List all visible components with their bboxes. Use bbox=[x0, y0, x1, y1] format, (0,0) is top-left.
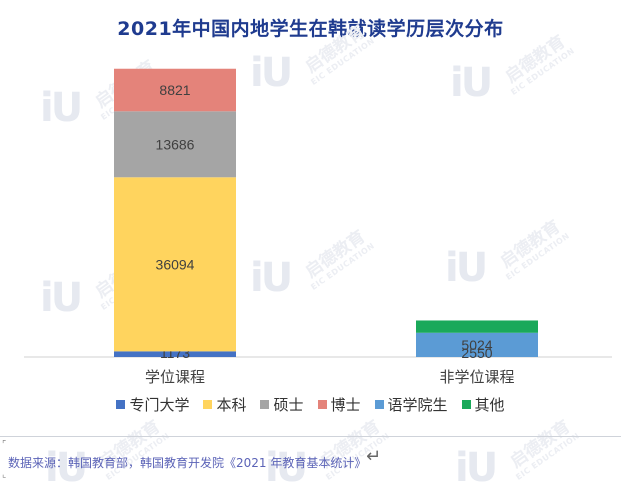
data-label-0-1: 36094 bbox=[156, 256, 195, 272]
legend-label: 博士 bbox=[330, 396, 361, 414]
legend-label: 语学院生 bbox=[387, 396, 448, 414]
legend-item-3: 博士 bbox=[317, 394, 361, 415]
bar-segment-1-4 bbox=[416, 332, 538, 357]
legend-label: 其他 bbox=[474, 396, 505, 414]
legend-swatch bbox=[374, 400, 384, 409]
legend-item-2: 硕士 bbox=[260, 394, 304, 415]
watermark-logo: iU bbox=[265, 445, 308, 491]
watermark-logo: iU bbox=[45, 445, 88, 491]
chart-title: 2021年中国内地学生在韩就读学历层次分布 bbox=[117, 18, 504, 40]
legend-item-1: 本科 bbox=[203, 394, 246, 415]
data-label-0-3: 8821 bbox=[159, 82, 190, 98]
legend-swatch bbox=[461, 400, 471, 409]
watermark-logo: iU bbox=[40, 85, 83, 131]
legend-swatch bbox=[116, 400, 126, 409]
legend-swatch bbox=[317, 400, 327, 409]
bar-segment-0-3 bbox=[114, 68, 236, 112]
watermark-logo: iU bbox=[455, 445, 498, 491]
corner-mark-top: ⌜ bbox=[2, 440, 7, 450]
legend-swatch bbox=[203, 400, 213, 409]
watermark-logo: iU bbox=[445, 245, 488, 291]
corner-mark-bottom: ⌞ bbox=[2, 470, 7, 480]
legend-label: 本科 bbox=[216, 396, 247, 414]
bar-segment-0-0 bbox=[114, 351, 236, 357]
return-icon: ↵ bbox=[366, 446, 382, 467]
source-note: 数据来源：韩国教育部，韩国教育开发院《2021 年教育基本统计》 bbox=[8, 456, 367, 470]
divider bbox=[0, 436, 621, 437]
bar-segment-0-1 bbox=[114, 177, 236, 352]
bar-segment-1-5 bbox=[416, 320, 538, 333]
data-label-1-4: 5024 bbox=[461, 337, 492, 353]
legend-swatch bbox=[260, 400, 270, 409]
watermark-logo: iU bbox=[250, 255, 293, 301]
watermark-logo: iU bbox=[450, 60, 493, 106]
legend-label: 硕士 bbox=[273, 396, 304, 414]
watermark-logo: iU bbox=[40, 275, 83, 321]
x-tick-label-1: 非学位课程 bbox=[439, 368, 514, 386]
watermark-logo: iU bbox=[250, 50, 293, 96]
bar-segment-0-2 bbox=[114, 111, 236, 178]
data-label-1-5: 2550 bbox=[461, 345, 492, 361]
legend-item-0: 专门大学 bbox=[116, 394, 189, 415]
x-tick-label-0: 学位课程 bbox=[145, 368, 205, 386]
data-label-0-2: 13686 bbox=[156, 136, 195, 152]
chart-legend: 专门大学 本科 硕士 博士 语学院生 其他 bbox=[0, 394, 621, 415]
legend-item-5: 其他 bbox=[461, 394, 505, 415]
legend-label: 专门大学 bbox=[129, 396, 190, 414]
legend-item-4: 语学院生 bbox=[374, 394, 448, 415]
